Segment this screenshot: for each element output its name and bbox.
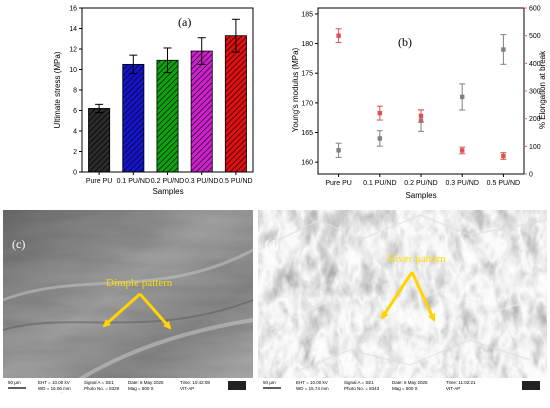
- annotation-dimple-pattern: Dimple pattern: [106, 277, 173, 289]
- panel-label-c: (c): [12, 237, 25, 251]
- info-signal: Signal A = SE1: [84, 380, 114, 385]
- zeiss-logo: [228, 381, 246, 390]
- zeiss-logo: [522, 381, 540, 390]
- y-axis-title: Ultimate stress (MPa): [53, 51, 62, 128]
- info-eht: EHT = 10.00 kV: [38, 380, 70, 385]
- x-tick-label: 0.5 PU/ND: [219, 178, 252, 185]
- y-tick-label: 2: [73, 149, 77, 156]
- modulus-point: [501, 47, 506, 52]
- bar: [156, 59, 179, 173]
- y-tick-label: 16: [69, 6, 77, 13]
- panel-label-b: (b): [398, 35, 412, 49]
- info-wd: WD = 15.74 mm: [296, 386, 329, 391]
- y-tick-label: 4: [73, 129, 77, 136]
- info-eht: EHT = 10.00 kV: [296, 380, 328, 385]
- sem-image-d: (d) River pattern 50 µm EHT = 10.00 kV W…: [257, 210, 548, 392]
- y-right-tick-label: 200: [529, 116, 541, 123]
- x-tick-label: 0.2 PU/ND: [404, 180, 437, 187]
- arrow-right: [410, 271, 436, 322]
- y-left-tick-label: 170: [301, 100, 313, 107]
- bar: [88, 108, 111, 173]
- plot-frame: [81, 7, 254, 173]
- info-mag: Mag = 500 X: [392, 386, 418, 391]
- arrow-left: [380, 271, 414, 320]
- y-axis-left-ticks: 160 165 170 175 180 185: [301, 11, 318, 167]
- y-right-tick-label: 100: [529, 144, 541, 151]
- arrow-right: [138, 293, 172, 330]
- scale-bar-label: 50 µm: [263, 380, 276, 385]
- info-lab: VIT-AP: [446, 386, 460, 391]
- annotation-river-pattern: River pattern: [388, 253, 446, 265]
- elongation-point: [336, 33, 341, 38]
- arrow-left: [102, 292, 141, 328]
- elongation-point: [460, 148, 465, 153]
- x-tick-label: Pure PU: [325, 180, 351, 187]
- x-tick-label: 0.3 PU/ND: [445, 180, 478, 187]
- info-time: Time: 11:02:21: [446, 380, 476, 385]
- y-axis-left-title: Young's modulus (MPa): [291, 47, 300, 132]
- x-tick-label: Pure PU: [86, 178, 112, 185]
- y-tick-label: 8: [73, 88, 77, 95]
- panel-label-a: (a): [178, 15, 191, 29]
- y-left-tick-label: 165: [301, 130, 313, 137]
- x-tick-label: 0.1 PU/ND: [363, 180, 396, 187]
- x-axis-ticks: Pure PU 0.1 PU/ND 0.2 PU/ND 0.3 PU/ND 0.5 PU…: [86, 172, 253, 185]
- info-photo: Photo No. = 8343: [344, 386, 380, 391]
- y-left-tick-label: 185: [301, 11, 313, 18]
- y-right-tick-label: 400: [529, 61, 541, 68]
- info-time: Time: 10:42:08: [180, 380, 210, 385]
- info-photo: Photo No. = 8329: [84, 386, 120, 391]
- bar: [122, 63, 145, 173]
- info-mag: Mag = 500 X: [128, 386, 154, 391]
- x-tick-label: 0.2 PU/ND: [151, 178, 184, 185]
- bar: [224, 35, 247, 173]
- y-axis-right-title: % Elongation at break: [538, 50, 547, 129]
- sem-image-c: (c) Dimple pattern 50 µm EHT = 10.00 kV …: [2, 210, 254, 394]
- y-right-tick-label: 300: [529, 89, 541, 96]
- info-date: Date: 6 May 2025: [128, 380, 164, 385]
- y-left-tick-label: 180: [301, 41, 313, 48]
- y-tick-label: 14: [69, 26, 77, 33]
- panel-label-d: (d): [265, 237, 279, 251]
- bar-series: [88, 35, 247, 173]
- y-left-tick-label: 160: [301, 160, 313, 167]
- modulus-point: [377, 136, 382, 141]
- chart-b: 160 165 170 175 180 185 0 100 200 300 400 500 600 P…: [291, 6, 547, 201]
- y-tick-label: 6: [73, 108, 77, 115]
- bar: [190, 50, 213, 173]
- elongation-point: [418, 113, 424, 119]
- modulus-point: [336, 148, 341, 153]
- x-axis-title: Samples: [405, 191, 436, 200]
- info-lab: VIT-AP: [180, 386, 194, 391]
- scale-bar-label: 50 µm: [8, 380, 21, 385]
- x-tick-label: 0.5 PU/ND: [487, 180, 520, 187]
- y-left-tick-label: 175: [301, 71, 313, 78]
- elongation-point: [377, 110, 382, 116]
- y-axis-ticks: 0 2 4 6 8 10 12 14 16: [69, 6, 82, 177]
- y-axis-right-ticks: 0 100 200 300 400 500 600: [524, 6, 541, 179]
- info-signal: Signal A = SE1: [344, 380, 374, 385]
- info-wd: WD = 16.06 mm: [38, 386, 71, 391]
- y-tick-label: 12: [69, 47, 77, 54]
- x-axis-ticks: Pure PU 0.1 PU/ND 0.2 PU/ND 0.3 PU/ND 0.5 PU…: [325, 174, 520, 187]
- error-bars: [95, 18, 240, 114]
- info-date: Date: 6 May 2025: [392, 380, 428, 385]
- x-tick-label: 0.3 PU/ND: [185, 178, 218, 185]
- x-axis-title: Samples: [152, 187, 183, 196]
- modulus-point: [460, 94, 465, 100]
- y-tick-label: 0: [73, 170, 77, 177]
- x-tick-label: 0.1 PU/ND: [117, 178, 150, 185]
- y-right-tick-label: 600: [529, 6, 541, 13]
- y-right-tick-label: 0: [529, 172, 533, 179]
- plot-frame: [317, 7, 525, 175]
- elongation-point: [501, 153, 506, 159]
- y-tick-label: 10: [69, 67, 77, 74]
- y-right-tick-label: 500: [529, 33, 541, 40]
- scatter-series: [335, 28, 507, 160]
